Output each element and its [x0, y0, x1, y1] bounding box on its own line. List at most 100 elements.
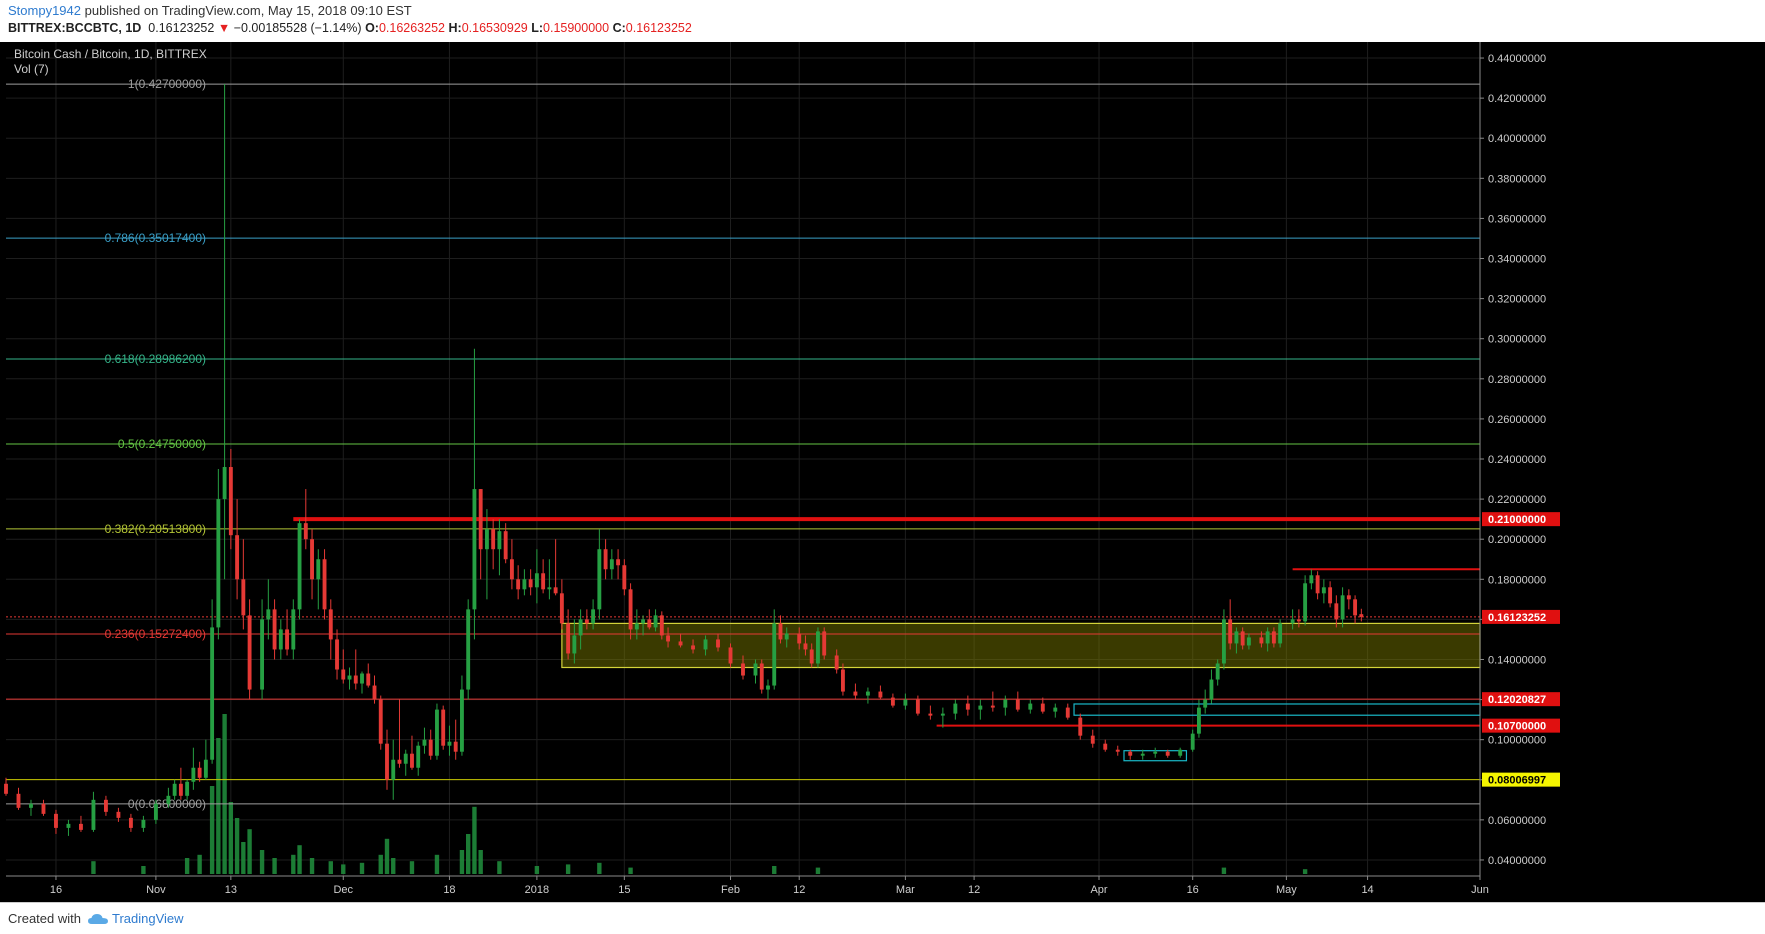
volume-bar [478, 850, 483, 874]
volume-bar [1221, 867, 1227, 874]
candle-down [441, 705, 446, 750]
volume-bar [247, 829, 252, 874]
price-tag-bg [1482, 692, 1560, 707]
candle-down [803, 635, 808, 656]
candle-body [1053, 707, 1058, 712]
candle-body [703, 639, 708, 650]
candle-body [385, 743, 389, 780]
candle-body [1228, 619, 1233, 644]
candle-body [1103, 743, 1108, 750]
x-tick-label: Nov [146, 884, 166, 896]
candle-body [1140, 753, 1145, 756]
candle-up [1190, 729, 1195, 752]
price-tag-label: 0.21000000 [1488, 514, 1546, 526]
candle-down [1165, 749, 1170, 758]
candle-body [1215, 663, 1220, 680]
candle-body [528, 579, 533, 588]
candle-body [191, 767, 196, 782]
candle-body [222, 467, 227, 500]
candle-down [1078, 713, 1083, 740]
candle-down [1240, 627, 1245, 650]
volume-bar [772, 866, 777, 874]
candle-body [928, 713, 933, 716]
candle-down [503, 523, 508, 564]
candle-up [203, 739, 208, 780]
fib-label: 0.236(0.15272400) [105, 627, 206, 641]
author-link[interactable]: Stompy1942 [8, 3, 81, 18]
volume-bar [216, 738, 221, 874]
candles [4, 84, 1364, 836]
candle-body [584, 619, 589, 624]
candle-body [1321, 587, 1326, 594]
candle-body [1197, 707, 1201, 734]
x-tick-label: 16 [1187, 884, 1199, 896]
candle-down [453, 719, 458, 760]
candle-body [128, 817, 133, 828]
candle-down [553, 539, 558, 596]
candle-body [360, 673, 364, 684]
volume-bar [197, 854, 202, 874]
candle-body [716, 639, 720, 648]
price-tag-label: 0.16123252 [1488, 612, 1546, 624]
x-tick-label: May [1276, 884, 1297, 896]
candle-body [965, 703, 970, 710]
candle-down [1228, 599, 1233, 650]
candle-up [497, 519, 502, 576]
candle-up [578, 609, 583, 650]
zone-box [561, 622, 1481, 669]
candlestick-chart[interactable]: 1(0.42700000) 0.786(0.35017400) 0.618(0.28… [0, 42, 1765, 902]
candle-up [297, 519, 302, 620]
chart-header: Stompy1942 published on TradingView.com,… [0, 0, 1765, 42]
candle-up [1234, 627, 1239, 654]
candle-up [534, 549, 539, 604]
candle-up [360, 671, 364, 694]
candle-body [378, 699, 383, 744]
candle-down [341, 649, 346, 684]
candle-up [1290, 609, 1295, 630]
fib-label: 0.5(0.24750000) [118, 437, 206, 451]
candle-body [616, 559, 621, 566]
candle-body [559, 593, 564, 624]
volume-bar [534, 866, 540, 874]
down-arrow-icon: ▼ [217, 21, 231, 35]
open-value: 0.16263252 [378, 21, 445, 35]
price-tag-label: 0.10700000 [1488, 721, 1546, 733]
candle-down [928, 705, 933, 720]
candle-up [166, 787, 171, 808]
candle-body [572, 635, 577, 654]
candle-body [809, 649, 814, 664]
candle-body [353, 675, 358, 684]
candle-up [772, 609, 777, 690]
volume-bar [297, 845, 302, 874]
tradingview-link[interactable]: TradingView [112, 911, 184, 926]
symbol-name: BITTREX:BCCBTC, 1D [8, 21, 142, 35]
chart-area[interactable]: 1(0.42700000) 0.786(0.35017400) 0.618(0.28… [0, 42, 1765, 902]
candle-down [516, 565, 521, 600]
price-tag: 0.12020827 [1482, 692, 1560, 707]
volume-bar [597, 862, 602, 874]
volume-bar [391, 858, 396, 874]
candle-body [272, 609, 277, 650]
low-value: 0.15900000 [543, 21, 610, 35]
candle-down [197, 761, 202, 782]
candle-up [766, 679, 770, 700]
candle-body [603, 549, 608, 570]
candle-down [335, 629, 339, 680]
candle-body [1165, 751, 1170, 756]
candle-body [216, 499, 221, 628]
candle-up [347, 667, 352, 690]
candle-body [1334, 603, 1339, 620]
candle-down [797, 627, 802, 650]
price-tag-label: 0.08006997 [1488, 775, 1546, 787]
horizontal-lines [6, 517, 1480, 781]
candle-up [1197, 699, 1201, 738]
candle-body [297, 523, 302, 610]
candle-down [1346, 589, 1351, 610]
candle-body [1040, 703, 1045, 712]
candle-body [784, 633, 789, 640]
volume-bar [234, 818, 240, 874]
candle-up [953, 699, 958, 720]
symbol-line: BITTREX:BCCBTC, 1D 0.16123252 ▼ −0.00185… [8, 21, 692, 35]
candle-down [566, 609, 571, 660]
chart-title: Bitcoin Cash / Bitcoin, 1D, BITTREX [14, 47, 207, 61]
